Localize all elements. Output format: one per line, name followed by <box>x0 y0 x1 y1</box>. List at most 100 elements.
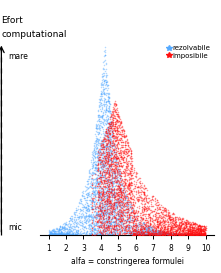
Point <box>194 233 198 237</box>
Point <box>121 150 125 155</box>
Point <box>101 232 105 237</box>
Point <box>105 156 108 160</box>
Point <box>99 178 103 182</box>
Point <box>100 174 103 179</box>
Point <box>154 233 158 237</box>
Point <box>91 198 94 202</box>
Point <box>107 233 110 237</box>
Point <box>137 222 141 226</box>
Point <box>119 230 122 235</box>
Point <box>88 214 91 218</box>
Point <box>188 232 192 237</box>
Point <box>122 202 125 207</box>
Point <box>74 223 78 228</box>
Point <box>105 223 108 227</box>
Point <box>112 120 115 124</box>
Point <box>111 143 115 147</box>
Point <box>108 204 112 209</box>
Point <box>49 233 52 237</box>
Point <box>96 219 100 224</box>
Point <box>102 213 106 218</box>
Point <box>124 147 128 151</box>
Point <box>143 225 146 229</box>
Point <box>199 224 202 229</box>
Point <box>100 80 103 84</box>
Point <box>82 205 86 210</box>
Point <box>169 232 173 236</box>
Point <box>107 153 111 158</box>
Point <box>152 233 156 237</box>
Point <box>74 224 78 228</box>
Point <box>129 202 132 206</box>
Point <box>98 225 101 229</box>
Point <box>102 87 106 91</box>
Point <box>135 178 139 183</box>
Point <box>112 153 116 158</box>
Point <box>184 233 188 237</box>
Point <box>140 231 143 235</box>
Point <box>172 233 176 237</box>
Point <box>171 225 175 229</box>
Point <box>75 220 78 224</box>
Point <box>101 175 105 180</box>
Point <box>101 167 105 171</box>
Point <box>110 197 114 201</box>
Point <box>152 222 156 226</box>
Point <box>100 115 103 119</box>
Point <box>173 233 177 237</box>
Point <box>178 233 182 237</box>
Point <box>104 213 108 218</box>
Point <box>118 188 121 192</box>
Point <box>118 138 121 142</box>
Point <box>139 185 143 189</box>
Point <box>121 184 124 189</box>
Point <box>110 230 113 235</box>
Point <box>103 97 107 102</box>
Point <box>198 231 201 235</box>
Point <box>94 231 97 235</box>
Point <box>195 232 198 237</box>
Point <box>202 233 205 237</box>
Point <box>107 217 110 221</box>
Point <box>99 195 103 199</box>
Point <box>112 179 115 184</box>
Point <box>125 210 128 214</box>
Point <box>114 173 118 178</box>
Point <box>112 195 115 199</box>
Point <box>194 232 197 237</box>
Point <box>96 232 99 236</box>
Point <box>179 232 182 236</box>
Point <box>102 144 105 149</box>
Point <box>193 232 197 237</box>
Point <box>131 228 135 233</box>
Point <box>94 228 98 232</box>
Point <box>98 208 102 212</box>
Point <box>171 231 175 235</box>
Point <box>202 229 206 233</box>
Point <box>190 225 194 230</box>
Point <box>90 230 93 234</box>
Point <box>194 232 198 237</box>
Point <box>86 220 90 224</box>
Point <box>115 164 118 168</box>
Point <box>104 147 108 152</box>
Point <box>107 155 110 159</box>
Point <box>126 171 129 176</box>
Point <box>113 206 117 210</box>
Point <box>135 210 138 215</box>
Point <box>164 219 167 224</box>
Point <box>112 231 116 235</box>
Point <box>106 207 110 211</box>
Point <box>81 189 85 193</box>
Point <box>133 232 137 237</box>
Point <box>92 171 96 175</box>
Point <box>115 217 118 221</box>
Point <box>99 157 103 162</box>
Point <box>112 191 116 195</box>
Point <box>135 228 139 233</box>
Point <box>145 227 148 232</box>
Point <box>173 233 177 237</box>
Point <box>179 232 182 236</box>
Point <box>58 229 61 233</box>
Point <box>107 223 110 227</box>
